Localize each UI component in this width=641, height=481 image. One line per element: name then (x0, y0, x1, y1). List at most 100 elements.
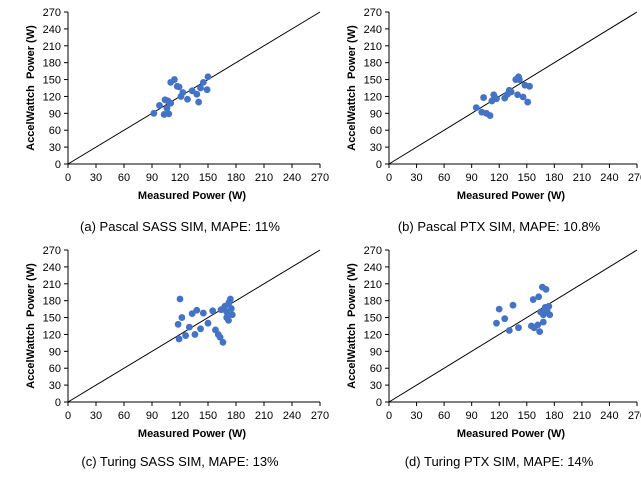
data-point (165, 110, 173, 118)
y-tick-label: 90 (370, 108, 382, 120)
y-tick-label: 120 (43, 91, 61, 103)
x-tick-label: 60 (438, 410, 450, 422)
y-tick-label: 210 (364, 279, 382, 291)
data-point (536, 328, 544, 336)
x-tick-label: 240 (600, 172, 618, 184)
y-tick-label: 60 (49, 363, 61, 375)
data-point (178, 314, 186, 321)
y-tick-label: 210 (43, 41, 61, 53)
data-point (195, 98, 203, 106)
data-point (223, 308, 231, 316)
y-tick-label: 60 (49, 125, 61, 137)
x-tick-label: 60 (438, 172, 450, 184)
data-point (529, 296, 537, 303)
data-point (507, 88, 515, 96)
data-point (179, 89, 187, 96)
x-tick-label: 150 (518, 172, 536, 184)
y-tick-label: 210 (43, 279, 61, 291)
data-point (516, 76, 523, 83)
data-point (199, 78, 207, 86)
x-tick-label: 240 (283, 410, 301, 422)
panel-caption: (c) Turing SASS SIM, MAPE: 13% (81, 454, 279, 469)
x-tick-label: 150 (199, 410, 217, 422)
data-point (176, 295, 184, 303)
y-axis-title: AccelWattch Power (W) (25, 263, 37, 389)
x-tick-label: 90 (466, 172, 478, 184)
data-point (150, 109, 158, 117)
x-axis-title: Measured Power (W) (138, 428, 247, 440)
data-point (184, 95, 191, 103)
reference-line-y-equals-x (388, 11, 638, 165)
y-tick-label: 60 (370, 125, 382, 137)
data-point (519, 93, 527, 101)
panel-caption: (a) Pascal SASS SIM, MAPE: 11% (80, 219, 280, 234)
x-tick-label: 270 (311, 172, 329, 184)
data-point (191, 331, 199, 338)
y-tick-label: 0 (376, 159, 382, 171)
x-tick-label: 180 (545, 172, 563, 184)
x-tick-label: 120 (171, 410, 189, 422)
y-tick-label: 30 (370, 380, 382, 392)
y-tick-label: 180 (43, 58, 61, 70)
y-tick-label: 180 (364, 58, 382, 70)
y-tick-label: 270 (364, 7, 382, 19)
data-point (534, 321, 542, 329)
data-point (472, 104, 480, 112)
y-tick-label: 270 (43, 245, 61, 257)
x-tick-label: 210 (573, 172, 591, 184)
x-tick-label: 30 (410, 172, 422, 184)
y-tick-label: 30 (49, 380, 61, 392)
x-tick-label: 0 (386, 172, 392, 184)
data-point (486, 112, 494, 119)
data-point (188, 87, 196, 95)
x-tick-label: 150 (199, 172, 217, 184)
data-point (227, 295, 234, 303)
x-tick-label: 210 (255, 410, 273, 422)
data-point (171, 76, 178, 83)
data-point (546, 311, 554, 319)
data-point (156, 102, 163, 109)
data-point (228, 311, 236, 319)
x-tick-label: 90 (146, 172, 158, 184)
data-point (509, 301, 517, 309)
x-tick-label: 120 (490, 172, 508, 184)
data-point (193, 90, 201, 98)
data-point (535, 293, 543, 301)
data-point (199, 309, 207, 317)
y-tick-label: 0 (55, 397, 61, 409)
data-point (216, 333, 224, 341)
data-point (204, 319, 212, 327)
y-tick-label: 240 (43, 24, 61, 36)
data-point (188, 310, 196, 318)
y-tick-label: 180 (43, 296, 61, 308)
x-tick-label: 30 (410, 410, 422, 422)
x-tick-label: 0 (65, 172, 71, 184)
scatter-panel: 00 30 30 60 60 90 90 120 120 150 150 180 180 210 210 24… (25, 7, 329, 234)
y-axis-title: AccelWattch Power (W) (25, 25, 37, 151)
x-tick-label: 0 (65, 410, 71, 422)
data-point (203, 86, 211, 94)
reference-line-y-equals-x (67, 249, 321, 403)
panel-caption: (b) Pascal PTX SIM, MAPE: 10.8% (398, 219, 601, 234)
data-point (185, 323, 193, 331)
y-tick-label: 270 (364, 245, 382, 257)
y-tick-label: 30 (49, 142, 61, 154)
scatter-panel: 00 30 30 60 60 90 90 120 120 150 150 180 180 210 210 24… (346, 245, 641, 469)
data-point (209, 307, 217, 315)
y-tick-label: 120 (43, 329, 61, 341)
x-tick-label: 180 (227, 172, 245, 184)
data-point (175, 335, 183, 343)
y-tick-label: 150 (43, 313, 61, 325)
panel-caption: (d) Turing PTX SIM, MAPE: 14% (405, 454, 594, 469)
y-tick-label: 210 (364, 41, 382, 53)
data-point (193, 306, 201, 314)
y-tick-label: 240 (364, 24, 382, 36)
data-point (545, 302, 553, 310)
x-tick-label: 270 (628, 172, 641, 184)
x-axis-title: Measured Power (W) (138, 190, 247, 202)
x-tick-label: 240 (283, 172, 301, 184)
x-tick-label: 180 (227, 410, 245, 422)
data-point (197, 84, 204, 92)
x-axis-title: Measured Power (W) (457, 190, 566, 202)
y-tick-label: 120 (364, 329, 382, 341)
